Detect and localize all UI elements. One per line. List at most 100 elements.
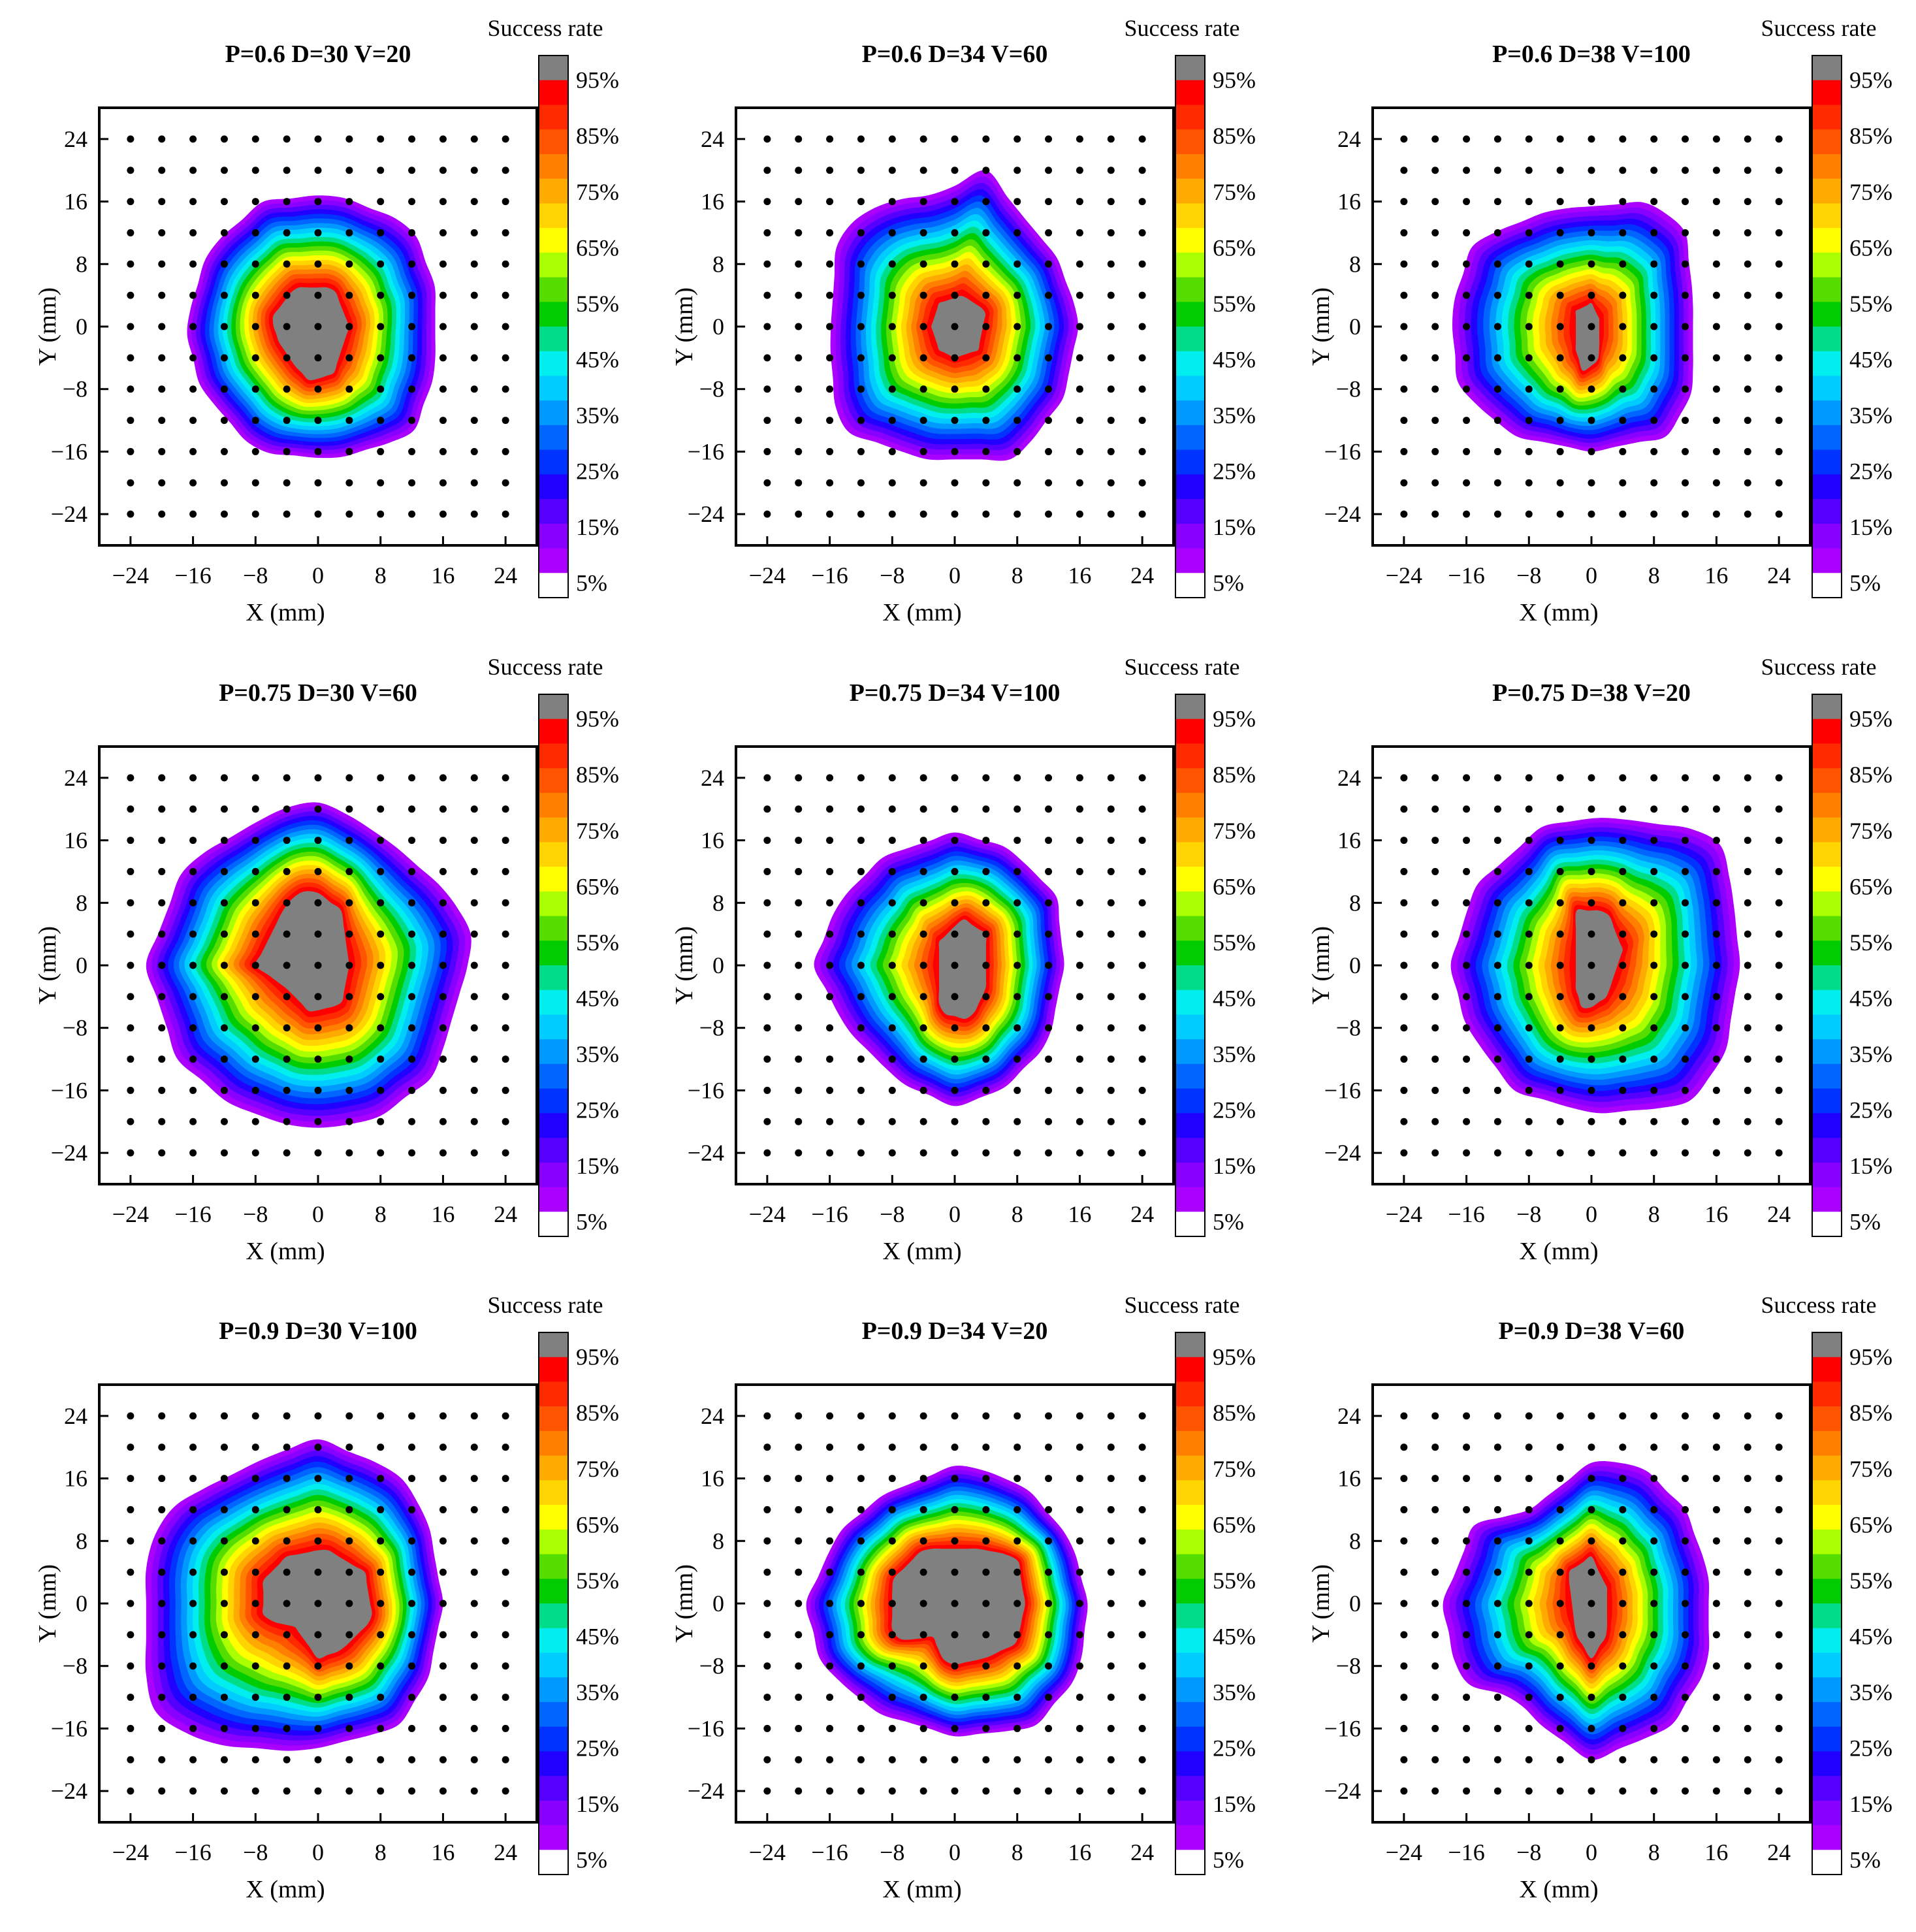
grid-point — [857, 1694, 865, 1701]
grid-point — [345, 1475, 353, 1483]
grid-point — [251, 1694, 259, 1701]
colorbar: 95%85%75%65%55%45%35%25%15%5% — [1175, 694, 1256, 1237]
grid-point — [502, 1694, 509, 1701]
grid-point — [763, 1149, 771, 1157]
grid-point — [1775, 1568, 1783, 1576]
grid-point — [1682, 774, 1689, 782]
grid-point — [189, 167, 197, 174]
grid-point — [1076, 135, 1083, 143]
grid-point — [1107, 135, 1115, 143]
grid-point — [189, 198, 197, 206]
grid-point — [1712, 417, 1720, 425]
grid-point — [408, 260, 416, 268]
x-tick-label: 8 — [1648, 1839, 1660, 1865]
grid-point — [1682, 1505, 1689, 1513]
grid-point — [1107, 1086, 1115, 1094]
grid-point — [1588, 291, 1595, 299]
grid-points — [1400, 774, 1783, 1157]
colorbar-segment — [539, 1800, 568, 1826]
grid-point — [1682, 447, 1689, 455]
grid-point — [763, 135, 771, 143]
grid-point — [826, 930, 834, 938]
colorbar-segment — [539, 1505, 568, 1530]
grid-point — [826, 1756, 834, 1763]
colorbar-frame — [1175, 694, 1205, 1237]
grid-point — [158, 1475, 166, 1483]
grid-point — [1463, 510, 1471, 518]
grid-point — [763, 805, 771, 813]
grid-point — [1619, 1600, 1627, 1607]
grid-point — [408, 479, 416, 487]
grid-point — [283, 837, 291, 845]
colorbar-segment — [1812, 1652, 1842, 1678]
colorbar-segment — [539, 1701, 568, 1728]
contour-bands — [146, 802, 471, 1128]
x-tick-label: 16 — [1704, 1839, 1728, 1865]
grid-point — [1014, 867, 1021, 875]
grid-point — [1045, 1149, 1053, 1157]
grid-point — [314, 1149, 322, 1157]
colorbar-segment — [1812, 1751, 1842, 1777]
grid-point — [1076, 260, 1083, 268]
grid-point — [1431, 1724, 1439, 1732]
colorbar-label: 25% — [1213, 458, 1256, 484]
grid-point — [1556, 805, 1564, 813]
grid-point — [1463, 1118, 1471, 1125]
colorbar-label: 95% — [1849, 1344, 1892, 1370]
grid-point — [1493, 1443, 1501, 1451]
x-tick-label: 24 — [494, 562, 517, 588]
grid-point — [1744, 260, 1751, 268]
colorbar-segment — [1175, 1628, 1205, 1654]
grid-point — [1014, 135, 1021, 143]
grid-point — [1014, 1756, 1021, 1763]
grid-point — [1619, 774, 1627, 782]
grid-points — [1400, 1412, 1783, 1795]
grid-point — [127, 260, 135, 268]
y-tick-label: −16 — [1324, 1715, 1361, 1741]
grid-point — [1619, 167, 1627, 174]
grid-point — [1650, 1600, 1658, 1607]
grid-point — [1744, 447, 1751, 455]
grid-point — [377, 961, 385, 969]
x-tick-label: −8 — [243, 1201, 268, 1227]
grid-point — [439, 1756, 447, 1763]
grid-point — [919, 1631, 927, 1639]
grid-point — [1463, 323, 1471, 330]
colorbar-title: Success rate — [1761, 15, 1877, 41]
y-axis-label: Y (mm) — [1307, 1564, 1335, 1643]
grid-point — [314, 385, 322, 393]
grid-point — [1045, 899, 1053, 907]
grid-point — [795, 291, 803, 299]
grid-point — [1493, 479, 1501, 487]
grid-point — [888, 167, 896, 174]
grid-point — [1107, 479, 1115, 487]
grid-point — [1107, 1505, 1115, 1513]
grid-point — [1525, 1475, 1533, 1483]
grid-point — [1493, 1024, 1501, 1032]
x-tick-label: −24 — [1386, 1201, 1422, 1227]
grid-point — [470, 1787, 478, 1795]
grid-point — [1775, 1443, 1783, 1451]
grid-point — [1588, 993, 1595, 1001]
grid-point — [189, 1662, 197, 1670]
grid-point — [1650, 260, 1658, 268]
colorbar-label: 45% — [576, 346, 619, 372]
grid-point — [1619, 1443, 1627, 1451]
grid-point — [220, 1505, 228, 1513]
colorbar-segment — [539, 1381, 568, 1407]
grid-point — [220, 930, 228, 938]
grid-point — [1682, 1568, 1689, 1576]
grid-point — [951, 1724, 959, 1732]
grid-point — [826, 1118, 834, 1125]
grid-point — [951, 1631, 959, 1639]
colorbar-frame — [1812, 55, 1842, 598]
grid-point — [377, 1149, 385, 1157]
colorbar-segment — [1175, 228, 1205, 253]
y-tick-label: 8 — [712, 1528, 724, 1554]
grid-point — [1744, 417, 1751, 425]
x-tick-label: 24 — [494, 1201, 517, 1227]
y-tick-label: 24 — [701, 126, 724, 152]
grid-point — [1400, 1505, 1408, 1513]
grid-point — [982, 805, 990, 813]
grid-point — [314, 1118, 322, 1125]
